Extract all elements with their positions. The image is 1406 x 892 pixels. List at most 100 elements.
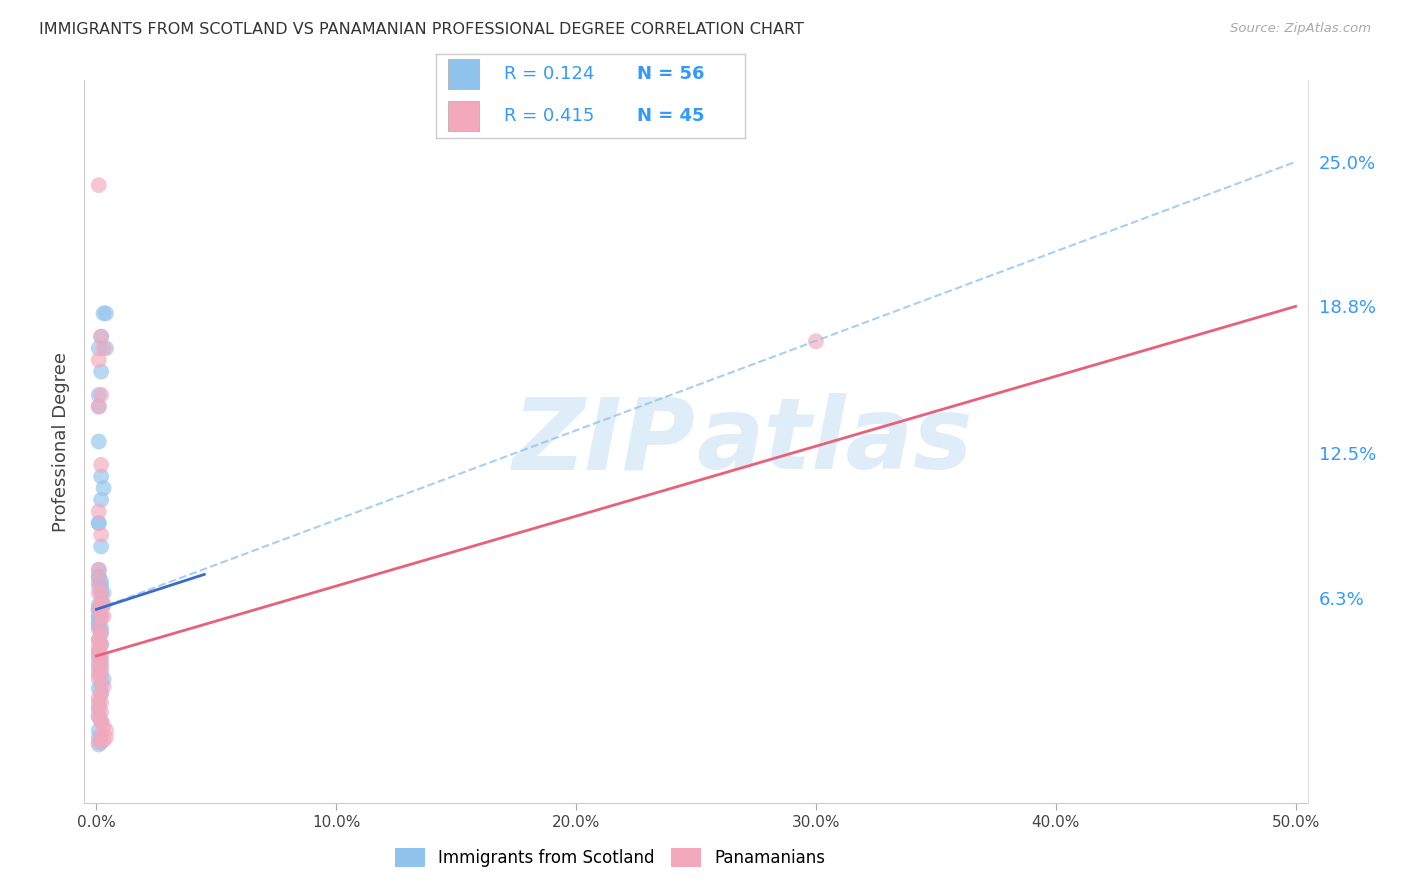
Point <box>87 709 110 723</box>
Point <box>90 579 112 593</box>
Point <box>87 434 110 449</box>
Point <box>87 709 110 723</box>
FancyBboxPatch shape <box>449 59 479 89</box>
Point <box>90 735 112 749</box>
Point <box>90 609 112 624</box>
Point <box>87 654 110 668</box>
Point <box>90 586 112 600</box>
Point <box>90 714 112 729</box>
Point <box>804 334 827 349</box>
Point <box>93 481 115 495</box>
Point <box>93 341 115 355</box>
Text: atlas: atlas <box>696 393 973 490</box>
Point <box>87 400 110 414</box>
Point <box>90 329 112 343</box>
Point <box>87 648 110 663</box>
Point <box>90 625 112 640</box>
Point <box>90 365 112 379</box>
Point <box>90 705 112 719</box>
Point <box>87 731 110 745</box>
Point <box>90 625 112 640</box>
Point <box>87 667 110 681</box>
Point <box>90 696 112 710</box>
Point <box>87 574 110 589</box>
Point <box>87 586 110 600</box>
Point <box>87 644 110 658</box>
Text: ZIP: ZIP <box>513 393 696 490</box>
Point <box>87 632 110 647</box>
Point <box>90 609 112 624</box>
Point <box>87 563 110 577</box>
Point <box>87 504 110 518</box>
Point <box>93 719 115 733</box>
Text: R = 0.124: R = 0.124 <box>503 65 595 83</box>
Point <box>90 728 112 742</box>
Point <box>90 469 112 483</box>
Point <box>94 341 117 355</box>
Point <box>87 602 110 616</box>
Point <box>87 563 110 577</box>
Point <box>90 621 112 635</box>
Point <box>93 306 115 320</box>
Point <box>87 632 110 647</box>
Point <box>87 644 110 658</box>
Point <box>90 658 112 673</box>
Point <box>87 673 110 687</box>
Point <box>87 723 110 738</box>
Point <box>90 540 112 554</box>
Point <box>87 570 110 584</box>
Point <box>90 598 112 612</box>
Point <box>87 681 110 696</box>
Point <box>93 679 115 693</box>
Point <box>90 654 112 668</box>
Legend: Immigrants from Scotland, Panamanians: Immigrants from Scotland, Panamanians <box>388 841 832 874</box>
FancyBboxPatch shape <box>449 101 479 131</box>
Point <box>87 690 110 705</box>
Point <box>87 621 110 635</box>
Point <box>87 609 110 624</box>
Point <box>87 702 110 716</box>
Point <box>90 586 112 600</box>
Point <box>90 677 112 691</box>
Point <box>87 598 110 612</box>
Point <box>90 714 112 729</box>
Point <box>90 329 112 343</box>
Point <box>93 598 115 612</box>
Point <box>87 516 110 530</box>
Text: Source: ZipAtlas.com: Source: ZipAtlas.com <box>1230 22 1371 36</box>
Point <box>87 735 110 749</box>
Point <box>87 178 110 193</box>
Point <box>90 458 112 472</box>
Point <box>87 400 110 414</box>
Text: IMMIGRANTS FROM SCOTLAND VS PANAMANIAN PROFESSIONAL DEGREE CORRELATION CHART: IMMIGRANTS FROM SCOTLAND VS PANAMANIAN P… <box>39 22 804 37</box>
Point <box>87 658 110 673</box>
Point <box>87 738 110 752</box>
Point <box>94 731 117 745</box>
Point <box>87 663 110 677</box>
Point <box>90 528 112 542</box>
Y-axis label: Professional Degree: Professional Degree <box>52 351 70 532</box>
Point <box>90 637 112 651</box>
Point <box>94 306 117 320</box>
Point <box>87 353 110 368</box>
Point <box>87 616 110 631</box>
Point <box>87 609 110 624</box>
Text: N = 45: N = 45 <box>637 107 704 125</box>
Point <box>93 673 115 687</box>
Point <box>87 388 110 402</box>
Point <box>90 667 112 681</box>
Point <box>87 640 110 654</box>
Point <box>90 686 112 700</box>
Point <box>93 609 115 624</box>
Point <box>90 663 112 677</box>
Point <box>87 516 110 530</box>
Point <box>93 598 115 612</box>
Point <box>87 696 110 710</box>
Point <box>90 574 112 589</box>
Text: R = 0.415: R = 0.415 <box>503 107 595 125</box>
Point <box>87 616 110 631</box>
Point <box>90 388 112 402</box>
Point <box>87 341 110 355</box>
Point <box>90 492 112 507</box>
Point <box>90 686 112 700</box>
